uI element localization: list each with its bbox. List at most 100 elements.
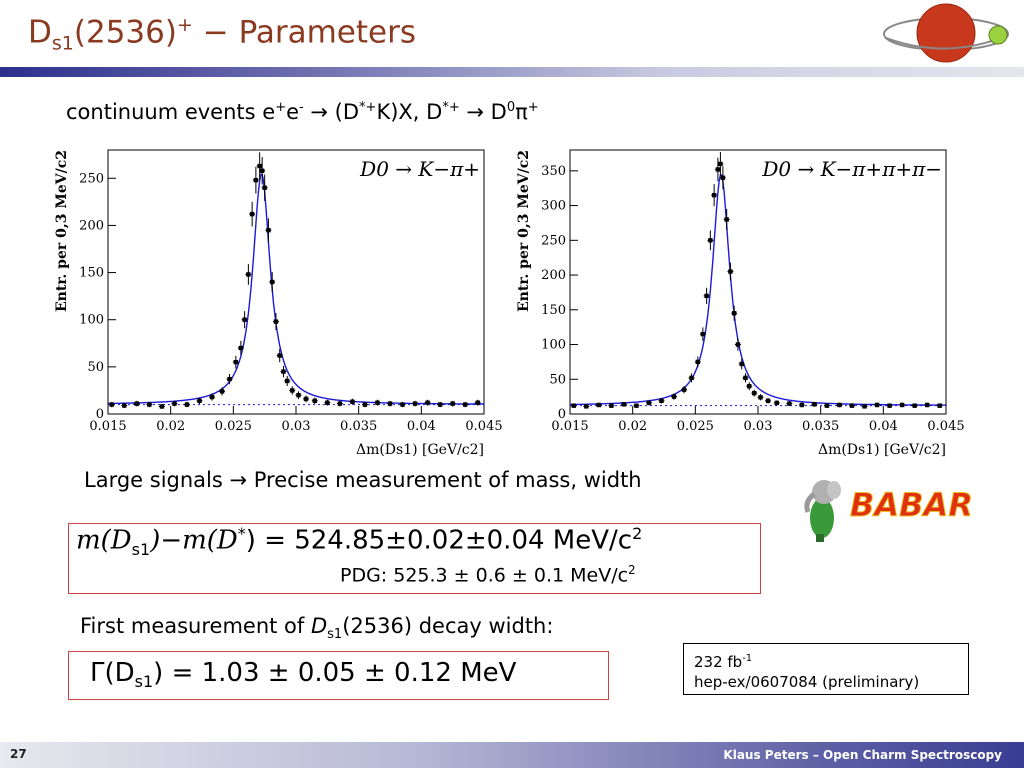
planet-logo-icon <box>883 3 1009 63</box>
data-point <box>862 404 867 409</box>
data-point <box>233 359 239 365</box>
y-tick-label: 150 <box>79 266 104 281</box>
data-point <box>412 401 418 406</box>
y-tick-label: 0 <box>558 407 566 422</box>
plot-frame <box>107 149 485 415</box>
data-point <box>700 331 706 337</box>
y-tick-label: 350 <box>541 164 566 179</box>
data-point <box>634 403 639 408</box>
y-axis-label: Entr. per 0,3 MeV/c2 <box>54 150 70 312</box>
y-tick-label: 250 <box>541 233 566 248</box>
data-point <box>824 403 830 408</box>
data-point <box>739 361 744 367</box>
data-point <box>109 402 114 407</box>
data-point <box>437 402 443 407</box>
y-tick-label: 200 <box>541 268 566 283</box>
data-point <box>475 400 480 405</box>
data-point <box>743 375 748 381</box>
x-axis-label: Δm(Ds1) [GeV/c2] <box>818 442 946 458</box>
x-tick-label: 0.035 <box>802 419 839 434</box>
data-point <box>312 398 317 403</box>
x-tick-label: 0.015 <box>551 419 588 434</box>
babar-logo: BABAR <box>804 480 973 542</box>
data-point <box>747 384 752 389</box>
data-point <box>257 163 262 169</box>
y-tick-label: 100 <box>79 313 104 328</box>
data-point <box>253 177 259 183</box>
data-point <box>325 400 330 405</box>
reference-box: 232 fb-1 hep-ex/0607084 (preliminary) <box>683 643 969 695</box>
data-point <box>681 387 687 392</box>
elephant-icon <box>804 480 841 542</box>
fit-curve <box>570 174 946 406</box>
pdg-value: PDG: 525.3 ± 0.6 ± 0.1 MeV/c2 <box>340 563 636 587</box>
data-point <box>887 403 892 408</box>
data-point <box>731 311 737 316</box>
data-point <box>296 392 301 398</box>
data-point <box>708 238 713 243</box>
x-tick-label: 0.02 <box>618 419 647 434</box>
data-point <box>303 396 309 402</box>
x-axis-label: Δm(Ds1) [GeV/c2] <box>356 442 484 458</box>
data-point <box>122 403 127 408</box>
data-point <box>695 359 701 365</box>
data-point <box>659 398 664 403</box>
y-tick-label: 0 <box>96 407 104 422</box>
data-point <box>752 390 757 396</box>
data-point <box>425 400 430 405</box>
data-point <box>711 192 717 198</box>
first-measurement-text: First measurement of Ds1(2536) decay wid… <box>80 614 554 643</box>
luminosity: 232 fb-1 <box>694 653 753 671</box>
chart-k3pi: 0.015 0.02 0.025 0.03 0.035 0.04 0.045 0 50 100 15… <box>512 142 972 472</box>
data-point <box>724 217 729 222</box>
x-tick-label: 0.03 <box>282 419 311 434</box>
data-point <box>400 402 405 407</box>
paper-reference: hep-ex/0607084 (preliminary) <box>694 673 920 691</box>
data-point <box>571 403 576 408</box>
data-point <box>912 403 917 408</box>
footer-bar <box>0 742 1024 768</box>
data-point <box>269 279 275 285</box>
data-point <box>273 319 279 324</box>
data-point <box>350 399 355 404</box>
x-tick-label: 0.025 <box>677 419 714 434</box>
data-point <box>812 402 817 407</box>
data-point <box>337 401 343 406</box>
data-point <box>134 401 140 406</box>
y-tick-label: 100 <box>541 338 566 353</box>
data-point <box>799 402 805 408</box>
plot-title: D0 → K−π+ <box>359 157 480 181</box>
data-point <box>450 401 455 406</box>
data-point <box>774 400 779 406</box>
data-point <box>281 369 286 374</box>
data-point <box>704 293 709 299</box>
plot-frame <box>569 149 947 415</box>
y-tick-label: 50 <box>549 372 566 387</box>
data-point <box>689 375 694 381</box>
data-point <box>758 395 763 400</box>
data-point <box>159 404 165 409</box>
data-point <box>718 161 723 167</box>
data-point <box>646 400 652 406</box>
x-tick-label: 0.03 <box>744 419 773 434</box>
plot-title: D0 → K−π+π+π− <box>761 157 942 181</box>
y-tick-label: 200 <box>79 218 104 233</box>
data-point <box>147 402 152 407</box>
page-number: 27 <box>10 747 27 761</box>
chart-kpi: 0.015 0.02 0.025 0.03 0.035 0.04 0.045 0 50 100 15… <box>50 142 510 472</box>
data-point <box>874 402 880 408</box>
data-point <box>937 403 942 408</box>
babar-text: BABAR <box>850 486 973 524</box>
data-point <box>277 353 282 358</box>
data-point <box>209 394 215 400</box>
data-point <box>172 401 177 406</box>
data-point <box>242 317 247 322</box>
data-point <box>290 388 295 393</box>
x-tick-label: 0.04 <box>407 419 436 434</box>
width-formula: Γ(Ds1) = 1.03 ± 0.05 ± 0.12 MeV <box>90 658 517 692</box>
x-tick-label: 0.025 <box>215 419 252 434</box>
data-point <box>609 403 614 408</box>
data-point <box>262 185 267 190</box>
width-formula-box <box>68 651 609 700</box>
signals-text: Large signals → Precise measurement of m… <box>84 468 642 492</box>
